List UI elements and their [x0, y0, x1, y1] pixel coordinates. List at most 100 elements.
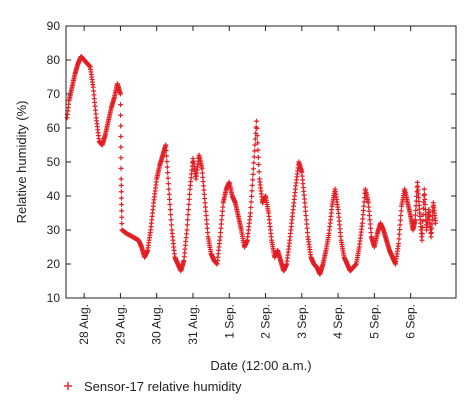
data-point [118, 165, 124, 171]
data-point [304, 221, 310, 227]
data-point [203, 213, 209, 219]
data-point [118, 134, 124, 139]
data-point [168, 212, 174, 218]
data-point [117, 91, 123, 97]
data-point [118, 144, 124, 150]
data-point [119, 221, 125, 227]
data-point [303, 213, 309, 219]
data-point [396, 236, 402, 242]
data-point [420, 224, 426, 230]
data-point [361, 203, 367, 209]
data-point [249, 193, 255, 199]
data-point [200, 174, 206, 180]
data-point [165, 181, 171, 187]
legend-label: Sensor-17 relative humidity [84, 379, 242, 394]
data-point [396, 241, 402, 247]
y-tick-label: 80 [47, 53, 61, 67]
data-point [398, 213, 404, 219]
data-point [184, 227, 190, 233]
data-point [201, 191, 207, 197]
data-point [422, 191, 428, 197]
data-point [164, 164, 170, 170]
data-point [422, 196, 428, 202]
data-point [186, 196, 192, 202]
data-point [303, 208, 309, 214]
data-point [201, 187, 207, 193]
data-point [368, 225, 374, 231]
data-point [119, 214, 125, 220]
y-tick-label: 90 [47, 19, 61, 33]
data-point [204, 225, 210, 231]
data-point [202, 196, 208, 202]
data-point [217, 234, 223, 240]
data-point [368, 230, 374, 236]
data-point [367, 221, 373, 227]
x-tick-label: 29 Aug. [113, 304, 127, 345]
data-point [185, 212, 191, 218]
data-point [433, 220, 439, 226]
data-point [249, 182, 255, 188]
data-point [168, 217, 174, 223]
data-point [251, 160, 257, 166]
data-point [167, 202, 173, 207]
data-point [419, 237, 425, 243]
data-point [168, 222, 174, 228]
data-point [360, 216, 366, 222]
x-tick-label: 6 Sep. [404, 304, 418, 339]
y-tick-label: 70 [47, 87, 61, 101]
data-point [185, 217, 191, 223]
data-point [359, 220, 365, 226]
data-point [366, 208, 372, 214]
data-point [397, 222, 403, 228]
data-point [167, 207, 173, 213]
data-point [428, 230, 434, 236]
data-point [247, 210, 253, 216]
x-axis-label: Date (12:00 a.m.) [210, 358, 311, 373]
data-point [256, 162, 262, 168]
data-point [412, 212, 418, 218]
data-point [367, 217, 373, 223]
data-point [361, 199, 367, 205]
data-point [204, 221, 210, 227]
y-tick-label: 10 [47, 291, 61, 305]
x-tick-label: 31 Aug. [186, 304, 200, 345]
data-point [205, 230, 211, 236]
data-point [167, 196, 173, 202]
data-point [397, 217, 403, 223]
data-point [118, 182, 124, 188]
data-point [304, 225, 310, 231]
axes: 10 20 30 40 50 60 70 80 90 28 Aug. 29 Aug. 30 Aug. 3… [47, 19, 457, 345]
data-point [118, 123, 124, 129]
legend-marker [64, 382, 72, 390]
data-point [163, 142, 169, 148]
data-point [413, 207, 419, 213]
data-point [304, 230, 310, 236]
x-tick-label: 3 Sep. [295, 304, 309, 339]
legend: Sensor-17 relative humidity [64, 379, 242, 394]
data-point [163, 148, 169, 154]
data-point [253, 130, 259, 136]
data-point [219, 208, 225, 214]
data-point [202, 204, 208, 210]
data-point [421, 199, 427, 205]
x-tick-label: 28 Aug. [77, 304, 91, 345]
data-point [199, 166, 205, 172]
data-point [248, 204, 254, 210]
data-point [200, 179, 206, 185]
x-tick-label: 30 Aug. [150, 304, 164, 345]
x-tick-label: 1 Sep. [222, 304, 236, 339]
data-point [419, 231, 425, 237]
data-point [118, 176, 124, 182]
data-point [204, 217, 210, 223]
data-point [219, 213, 225, 219]
data-point [118, 112, 124, 118]
data-point [397, 227, 403, 233]
data-point [119, 208, 125, 214]
data-point [422, 202, 428, 207]
data-point [252, 148, 258, 154]
data-point [429, 221, 435, 227]
data-point [218, 221, 224, 227]
data-point [254, 133, 260, 139]
